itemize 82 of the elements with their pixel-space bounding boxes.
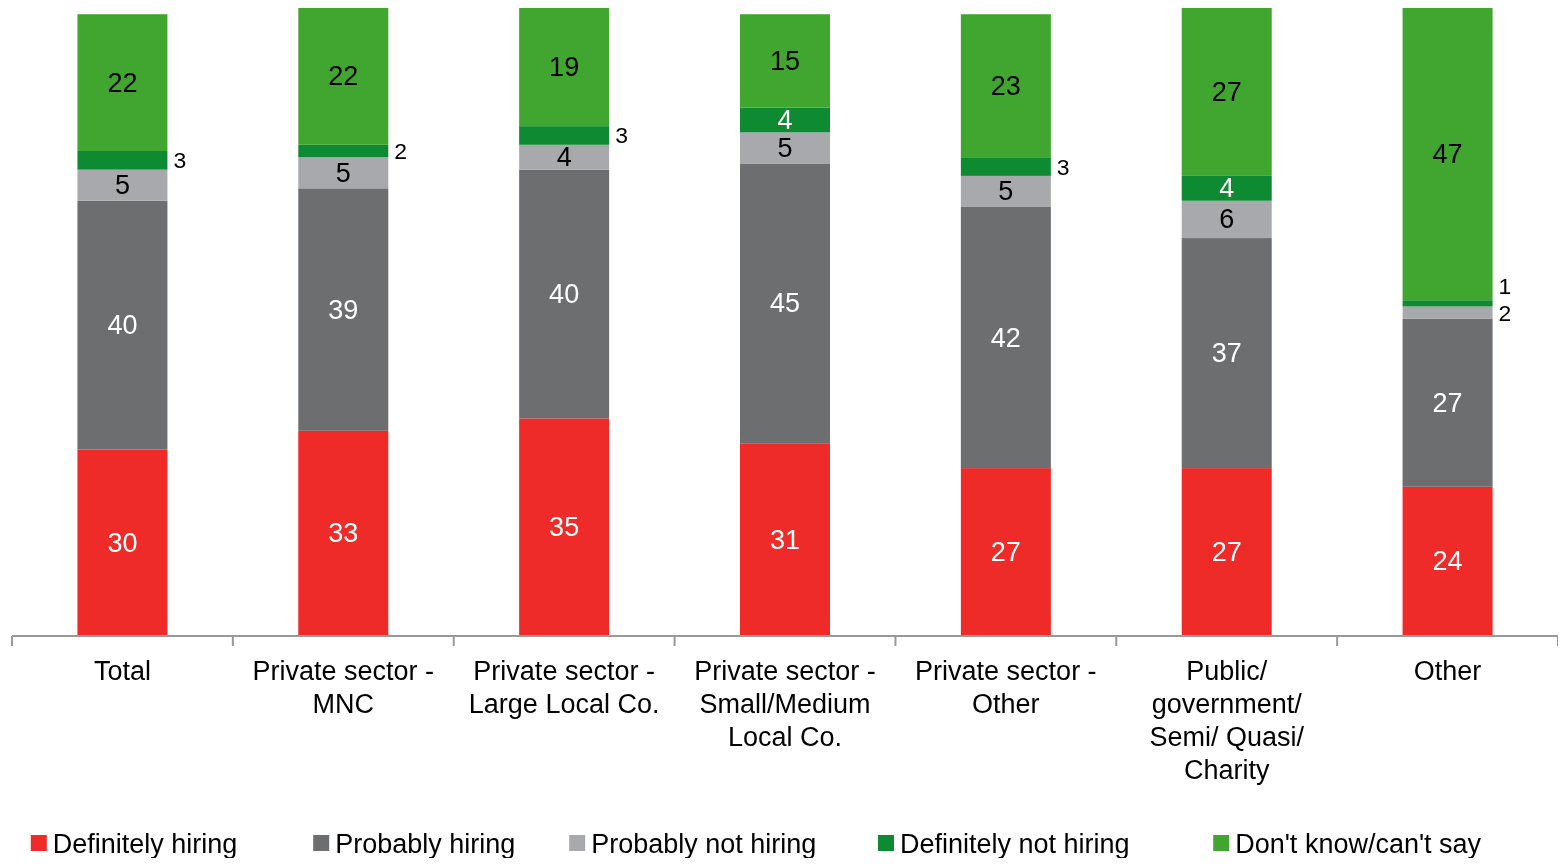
bar — [740, 132, 830, 164]
x-tick-label: Private sector - Small/Medium Local Co. — [694, 656, 876, 752]
data-label: 27 — [1432, 387, 1463, 418]
bar — [740, 163, 830, 444]
data-label: 2 — [1498, 299, 1512, 326]
legend-label: Definitely hiring — [52, 829, 238, 859]
bar — [519, 8, 610, 127]
bar — [77, 14, 168, 152]
bar — [1402, 8, 1493, 301]
data-label: 24 — [1432, 546, 1463, 577]
data-label: 31 — [769, 524, 801, 555]
x-tick-label: Private sector - Large Local Co. — [468, 656, 660, 719]
data-label: 4 — [556, 142, 572, 173]
data-label: 27 — [1211, 76, 1242, 107]
data-label: 3 — [173, 147, 187, 174]
bar — [960, 14, 1051, 158]
bar — [298, 430, 389, 636]
bar — [1181, 8, 1272, 176]
x-tick-label: Public/ government/ Semi/ Quasi/ Charity — [1149, 656, 1305, 785]
data-label: 5 — [777, 132, 793, 163]
bar — [960, 157, 1051, 176]
data-label: 45 — [769, 288, 801, 319]
bar — [519, 418, 610, 636]
data-label: 3 — [615, 122, 628, 149]
data-label: 15 — [769, 45, 801, 76]
bar — [77, 151, 168, 170]
data-label: 40 — [107, 310, 138, 341]
data-label: 1 — [1498, 272, 1512, 299]
bar — [77, 169, 168, 201]
data-label: 4 — [777, 104, 793, 135]
legend-label: Definitely not hiring — [900, 829, 1130, 859]
bar — [1402, 486, 1493, 636]
bar — [1402, 306, 1493, 319]
bar — [740, 107, 830, 133]
bar — [298, 8, 389, 145]
bar — [740, 14, 830, 108]
bar — [1402, 300, 1493, 307]
legend-label: Probably not hiring — [591, 829, 817, 859]
data-label: 4 — [1219, 173, 1235, 204]
bar — [519, 144, 610, 170]
data-label: 47 — [1432, 139, 1463, 170]
data-label: 39 — [328, 294, 359, 325]
legend-label: Don't know/can't say — [1235, 829, 1482, 859]
data-label: 6 — [1219, 204, 1235, 235]
data-label: 5 — [998, 176, 1014, 207]
bar — [298, 157, 389, 189]
bar — [77, 449, 168, 636]
data-label: 42 — [990, 322, 1021, 353]
data-label: 33 — [328, 518, 359, 549]
x-tick-label: Other — [1413, 656, 1482, 686]
data-label: 5 — [335, 157, 351, 188]
data-label: 27 — [990, 537, 1021, 568]
data-label: 5 — [114, 170, 130, 201]
bar — [960, 175, 1051, 207]
data-label: 22 — [328, 61, 359, 92]
bar — [77, 200, 168, 450]
bar — [519, 126, 610, 145]
x-tick-label: Private sector - Other — [915, 656, 1097, 719]
x-tick-label: Total — [93, 656, 151, 686]
data-label: 27 — [1211, 537, 1242, 568]
bar — [1181, 175, 1272, 201]
data-label: 37 — [1211, 338, 1242, 369]
bar — [1181, 238, 1272, 469]
data-label: 30 — [107, 527, 138, 558]
bar — [960, 206, 1051, 469]
data-label: 3 — [1056, 153, 1070, 180]
data-label: 35 — [549, 512, 580, 543]
bar — [298, 144, 389, 158]
bar — [960, 468, 1051, 636]
x-tick-label: Private sector - MNC — [252, 656, 435, 719]
data-label: 22 — [107, 67, 138, 98]
bar — [1181, 200, 1272, 239]
legend-label: Probably hiring — [335, 829, 516, 859]
data-label: 19 — [549, 52, 580, 83]
data-label: 2 — [394, 138, 408, 165]
data-label: 40 — [549, 279, 580, 310]
bar — [519, 169, 610, 419]
bar — [298, 188, 389, 431]
bar — [740, 443, 830, 636]
bar — [1402, 318, 1493, 487]
bar — [1181, 468, 1272, 636]
data-label: 23 — [990, 70, 1021, 101]
